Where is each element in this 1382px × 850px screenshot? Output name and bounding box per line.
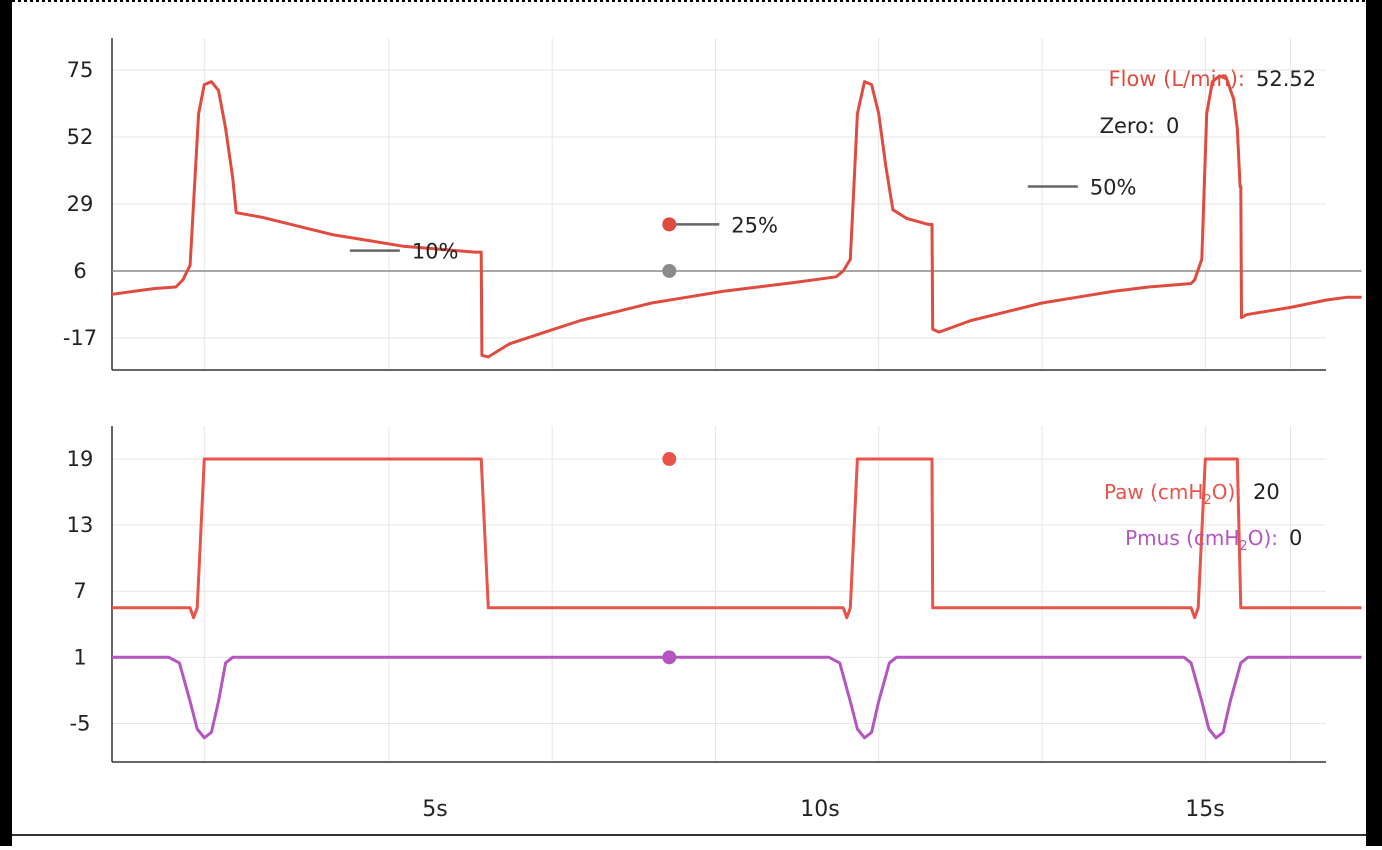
zero-readout-label: Zero: <box>1100 114 1155 138</box>
cursor-point <box>662 452 677 467</box>
flow-series-line <box>111 74 1362 359</box>
pmus-series-line <box>112 655 1362 740</box>
y-tick-label: 13 <box>67 513 94 537</box>
annotation-label: 25% <box>731 213 778 237</box>
cursor-point <box>662 217 677 232</box>
y-tick-label: 75 <box>67 58 94 82</box>
x-tick-label: 15s <box>1185 797 1224 822</box>
paw-readout-label: Paw (cmH2O): <box>1104 480 1242 508</box>
y-tick-label: 29 <box>67 192 94 216</box>
pressure-chart: 19 13 7 1 -5 Paw (cmH2O): 20 Pmus (cmH2O): 0 <box>67 426 1362 763</box>
annotation-label: 50% <box>1090 176 1137 200</box>
pmus-readout-label: Pmus (cmH2O): <box>1125 526 1278 554</box>
pmus-readout-value: 0 <box>1289 526 1302 550</box>
paw-readout-value: 20 <box>1253 480 1280 504</box>
zero-readout-value: 0 <box>1166 114 1179 138</box>
flow-chart: 75 52 29 6 -17 10% 25% 50% Flow (L/min): 52.52 Zer… <box>63 38 1362 371</box>
cursor-point <box>662 263 677 278</box>
annotation-label: 10% <box>412 240 459 264</box>
y-tick-label: -5 <box>70 711 91 735</box>
right-border <box>1366 0 1382 846</box>
time-axis: 5s 10s 15s <box>422 797 1224 822</box>
paw-series-line <box>112 457 1362 620</box>
y-tick-label: 1 <box>73 645 86 669</box>
x-tick-label: 5s <box>422 797 447 822</box>
y-tick-label: -17 <box>63 326 97 350</box>
left-border <box>0 0 12 846</box>
y-tick-label: 7 <box>73 579 86 603</box>
flow-readout-label: Flow (L/min): <box>1109 67 1245 91</box>
x-tick-label: 10s <box>800 797 839 822</box>
y-tick-label: 52 <box>67 125 94 149</box>
cursor-point <box>662 650 677 665</box>
flow-readout-value: 52.52 <box>1256 67 1316 91</box>
y-tick-label: 6 <box>73 259 86 283</box>
y-tick-label: 19 <box>67 447 94 471</box>
